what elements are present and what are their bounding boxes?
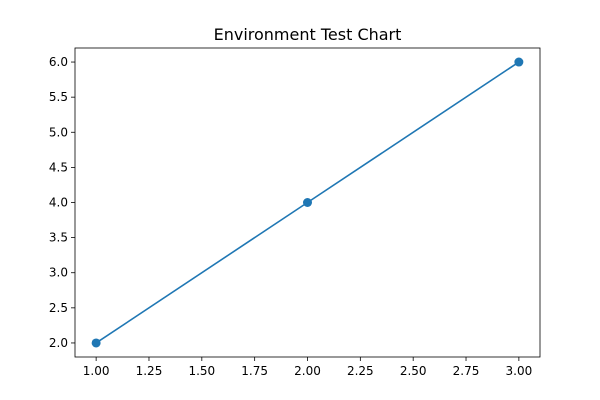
y-tick-label: 2.5 bbox=[49, 301, 68, 315]
y-tick-label: 4.5 bbox=[49, 160, 68, 174]
axes-frame bbox=[74, 47, 541, 358]
data-point bbox=[514, 57, 524, 67]
chart-title: Environment Test Chart bbox=[214, 25, 402, 44]
x-tick-label: 2.50 bbox=[400, 364, 427, 378]
y-tick-label: 3.5 bbox=[49, 231, 68, 245]
x-tick-label: 1.50 bbox=[188, 364, 215, 378]
x-tick-label: 3.00 bbox=[506, 364, 533, 378]
data-point bbox=[303, 198, 312, 207]
plot-area: 1.00 1.25 1.50 1.75 2.00 2.25 2.50 2.75 3.00 2.0 2… bbox=[49, 47, 541, 378]
y-tick-label: 3.0 bbox=[49, 266, 68, 280]
y-tick-label: 5.0 bbox=[49, 125, 68, 139]
x-tick-label: 1.25 bbox=[136, 364, 163, 378]
y-tick-label: 2.0 bbox=[49, 336, 68, 350]
x-tick-label: 1.75 bbox=[241, 364, 268, 378]
y-tick-label: 5.5 bbox=[49, 90, 68, 104]
y-tick-label: 4.0 bbox=[49, 196, 68, 210]
x-tick-label: 2.25 bbox=[347, 364, 374, 378]
x-tick-label: 2.00 bbox=[294, 364, 321, 378]
x-tick-label: 1.00 bbox=[83, 364, 110, 378]
y-tick-label: 6.0 bbox=[49, 55, 68, 69]
data-point bbox=[91, 338, 101, 348]
x-tick-label: 2.75 bbox=[453, 364, 480, 378]
